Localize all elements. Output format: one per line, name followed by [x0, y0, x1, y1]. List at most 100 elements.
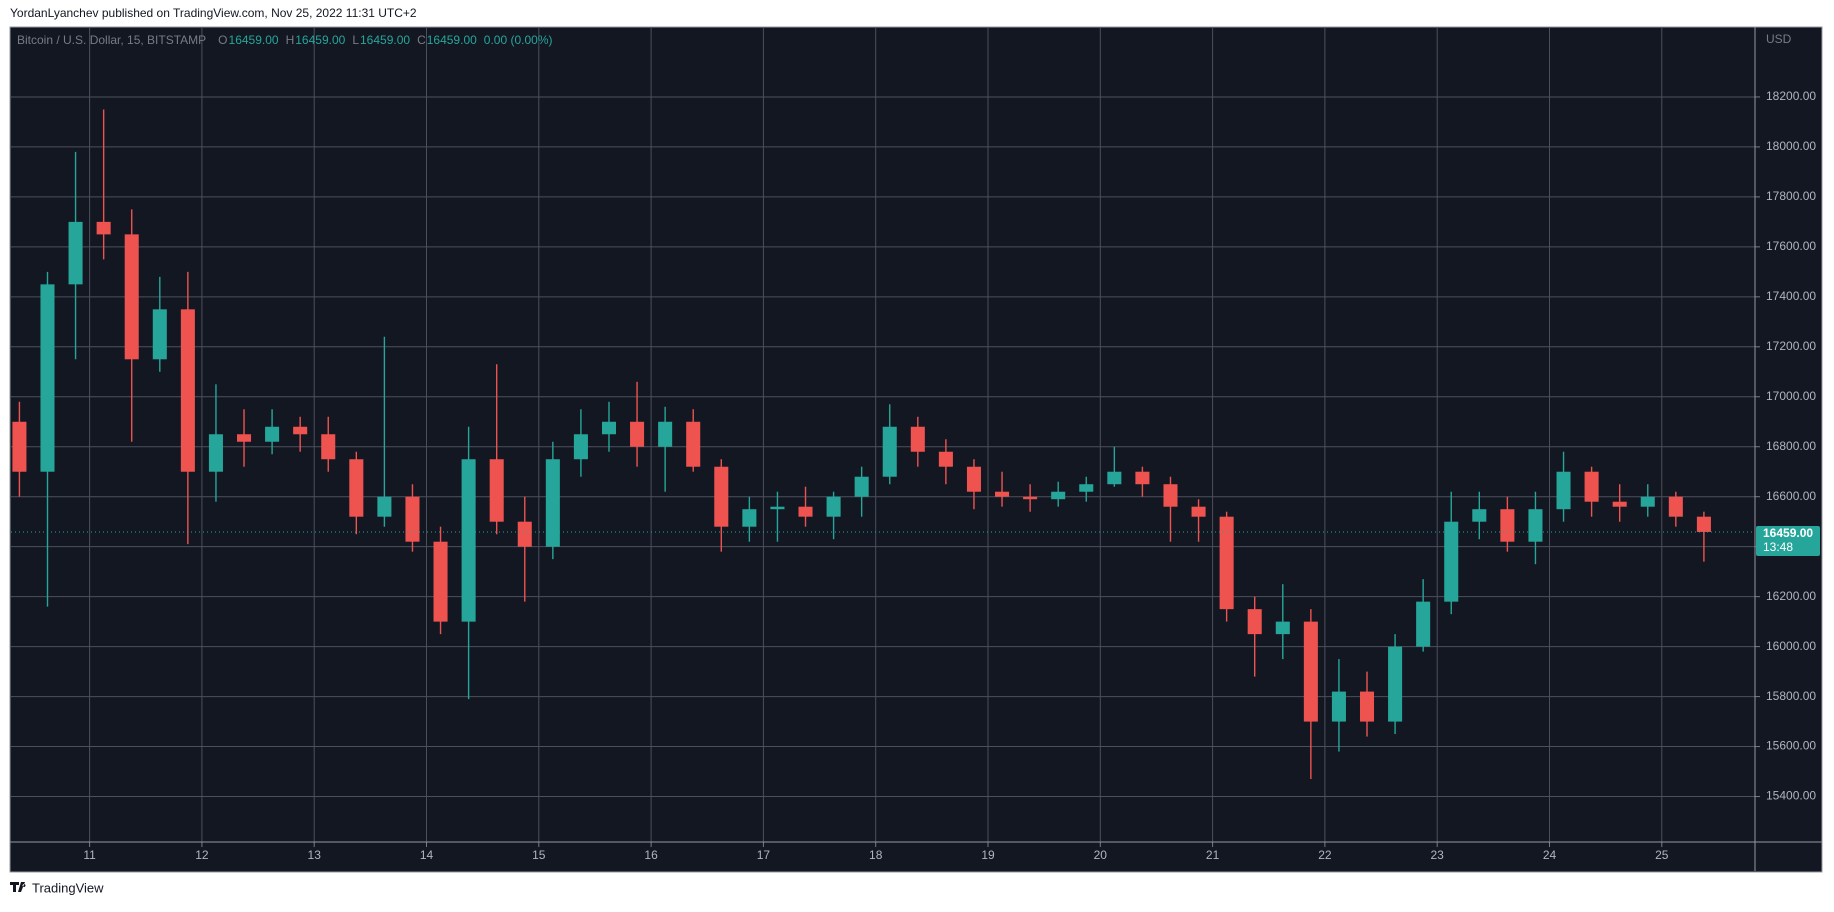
- candle-body: [1247, 609, 1262, 635]
- candle-body: [12, 421, 27, 472]
- candle-body: [1191, 506, 1206, 517]
- candle-body: [1135, 471, 1150, 485]
- candle-body: [1163, 484, 1178, 507]
- footer-text: TradingView: [32, 880, 104, 895]
- candle-body: [742, 509, 757, 527]
- candle-body: [180, 309, 195, 472]
- candle-body: [1079, 484, 1094, 492]
- candle-body: [377, 496, 392, 517]
- legend-key: C: [417, 33, 426, 47]
- x-tick-label: 23: [1431, 848, 1445, 862]
- axes: 15400.00 15600.00 15800.00 16000.00 16200.00…: [10, 27, 1822, 871]
- x-tick-label: 19: [981, 848, 995, 862]
- candle-body: [1584, 471, 1599, 502]
- y-tick-label: 17600.00: [1766, 239, 1816, 253]
- x-tick-label: 12: [195, 848, 209, 862]
- candle-body: [938, 451, 953, 467]
- x-tick-label: 25: [1655, 848, 1669, 862]
- legend-value: 16459.00: [360, 33, 410, 47]
- candle-body: [658, 421, 673, 447]
- legend-value: 16459.00: [427, 33, 477, 47]
- publisher-header: YordanLyanchev published on TradingView.…: [10, 6, 417, 20]
- legend-value: 16459.00: [229, 33, 279, 47]
- legend-key: H: [286, 33, 295, 47]
- x-tick-label: 11: [83, 848, 96, 862]
- candles: [11, 109, 1755, 780]
- y-tick-label: 15800.00: [1766, 689, 1816, 703]
- candle-body: [686, 421, 701, 467]
- candle-body: [854, 476, 869, 497]
- candle-body: [601, 421, 617, 435]
- y-tick-label: 17800.00: [1766, 189, 1816, 203]
- candle-body: [321, 434, 336, 460]
- x-tick-label: 14: [420, 848, 434, 862]
- candle-body: [1107, 471, 1122, 485]
- legend-symbol: Bitcoin / U.S. Dollar, 15, BITSTAMP: [17, 33, 206, 47]
- legend: Bitcoin / U.S. Dollar, 15, BITSTAMP O 1645…: [17, 33, 553, 47]
- candle-body: [152, 309, 167, 360]
- x-tick-label: 13: [308, 848, 322, 862]
- y-tick-label: 16600.00: [1766, 489, 1816, 503]
- grid: [11, 28, 1755, 842]
- y-tick-label: 15400.00: [1766, 789, 1816, 803]
- candle-body: [433, 541, 448, 622]
- candle-body: [1528, 509, 1543, 542]
- y-tick-label: 16800.00: [1766, 439, 1816, 453]
- candle-body: [237, 434, 252, 442]
- candle-body: [966, 466, 981, 492]
- candle-body: [265, 426, 280, 442]
- candle-body: [405, 496, 420, 542]
- candle-body: [1500, 509, 1515, 542]
- candle-body: [910, 426, 925, 452]
- candle-body: [1219, 516, 1234, 610]
- x-tick-label: 18: [869, 848, 883, 862]
- candle-body: [1556, 471, 1571, 510]
- x-tick-label: 17: [757, 848, 771, 862]
- candle-body: [1388, 646, 1403, 722]
- footer-logo: TradingView: [10, 880, 104, 895]
- y-tick-label: 17000.00: [1766, 389, 1816, 403]
- candle-body: [489, 459, 504, 522]
- y-tick-label: 16200.00: [1766, 589, 1816, 603]
- candle-body: [573, 434, 588, 460]
- currency-label: USD: [1766, 32, 1792, 46]
- candle-body: [1416, 601, 1431, 647]
- candle-body: [124, 234, 139, 360]
- last-price-box: [1756, 525, 1820, 556]
- countdown-label: 13:48: [1763, 540, 1793, 554]
- candle-body: [882, 426, 897, 477]
- candle-body: [1275, 621, 1290, 635]
- candle-body: [208, 434, 223, 472]
- candle-body: [1331, 691, 1346, 722]
- y-tick-label: 16000.00: [1766, 639, 1816, 653]
- candle-body: [798, 506, 813, 517]
- last-price-label: 16459.00: [1763, 526, 1813, 540]
- candle-body: [1472, 509, 1487, 522]
- legend-change: 0.00 (0.00%): [484, 33, 553, 47]
- candle-body: [630, 421, 645, 447]
- x-tick-label: 21: [1206, 848, 1220, 862]
- y-tick-label: 17200.00: [1766, 339, 1816, 353]
- candle-body: [1640, 496, 1655, 507]
- y-tick-label: 15600.00: [1766, 739, 1816, 753]
- x-tick-label: 20: [1094, 848, 1108, 862]
- candle-body: [1303, 621, 1318, 722]
- candle-body: [995, 491, 1010, 497]
- candle-body: [1051, 491, 1066, 500]
- y-tick-label: 18200.00: [1766, 89, 1816, 103]
- candle-body: [1612, 501, 1627, 507]
- legend-key: L: [352, 33, 359, 47]
- candle-body: [714, 466, 729, 527]
- legend-key: O: [218, 33, 227, 47]
- candle-body: [96, 221, 111, 235]
- candle-body: [1359, 691, 1375, 722]
- candle-body: [461, 459, 476, 622]
- x-tick-label: 24: [1543, 848, 1557, 862]
- candle-body: [1668, 496, 1683, 517]
- candle-body: [770, 506, 785, 510]
- legend-value: 16459.00: [295, 33, 345, 47]
- x-tick-label: 22: [1318, 848, 1332, 862]
- x-tick-label: 15: [532, 848, 546, 862]
